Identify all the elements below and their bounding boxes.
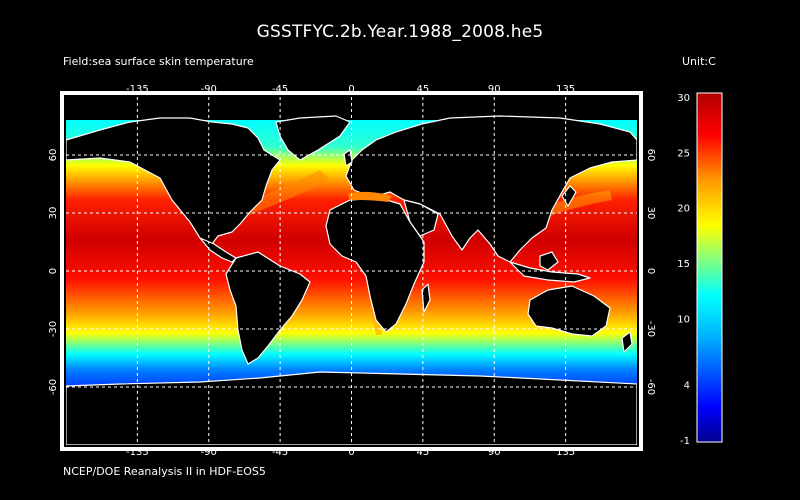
longitude-tick-label: -135 — [126, 84, 149, 95]
kuroshio-current — [540, 190, 612, 218]
colorbar-tick-label: 20 — [677, 204, 690, 215]
latitude-tick-label: -30 — [48, 321, 59, 337]
longitude-tick-label: 135 — [556, 447, 575, 458]
colorbar-labels: 30 25 20 15 10 4 -1 — [677, 93, 690, 447]
longitude-tick-label: -45 — [272, 447, 288, 458]
latitude-tick-label: 60 — [645, 149, 656, 162]
longitude-tick-label: -45 — [272, 84, 288, 95]
longitude-ticks-bottom: -135 -90 -45 0 45 90 135 — [126, 447, 575, 458]
colorbar-tick-label: 10 — [677, 314, 690, 325]
longitude-tick-label: -135 — [126, 447, 149, 458]
colorbar-tick-label: 15 — [677, 259, 690, 270]
longitude-tick-label: 135 — [556, 84, 575, 95]
mediterranean-sea — [348, 191, 392, 202]
latitude-tick-label: -60 — [48, 379, 59, 395]
latitude-tick-label: 30 — [48, 207, 59, 220]
australia-landmass — [527, 285, 611, 337]
longitude-tick-label: -90 — [201, 447, 217, 458]
longitude-tick-label: 90 — [488, 447, 501, 458]
source-label: NCEP/DOE Reanalysis II in HDF-EOS5 — [63, 465, 266, 478]
colorbar-tick-label: 30 — [677, 93, 690, 104]
latitude-ticks-left: 60 30 0 -30 -60 — [48, 149, 59, 396]
new-zealand-landmass — [621, 331, 633, 353]
north-america-landmass — [66, 117, 281, 245]
latitude-tick-label: 0 — [48, 268, 59, 274]
map-title: GSSTFYC.2b.Year.1988_2008.he5 — [256, 22, 544, 42]
latitude-tick-label: 60 — [48, 149, 59, 162]
colorbar-tick-label: -1 — [680, 436, 690, 447]
borneo-landmass — [539, 251, 559, 271]
longitude-tick-label: 90 — [488, 84, 501, 95]
latitude-tick-label: 30 — [645, 207, 656, 220]
unit-label: Unit:C — [682, 55, 716, 68]
africa-landmass — [325, 197, 425, 333]
field-label: Field:sea surface skin temperature — [63, 55, 254, 68]
british-isles-landmass — [343, 149, 353, 167]
latitude-tick-label: -60 — [645, 379, 656, 395]
latitude-tick-label: -30 — [645, 321, 656, 337]
longitude-tick-label: 0 — [348, 84, 354, 95]
south-america-landmass — [225, 251, 311, 365]
colorbar — [696, 92, 723, 443]
latitude-ticks-right: 60 30 0 -30 -60 — [645, 149, 656, 396]
graticule — [66, 97, 637, 445]
longitude-tick-label: 45 — [417, 84, 430, 95]
map-frame — [60, 91, 643, 451]
greenland-landmass — [275, 115, 351, 161]
longitude-ticks-top: -135 -90 -45 0 45 90 135 — [126, 84, 575, 95]
colorbar-tick-label: 25 — [677, 148, 690, 159]
longitude-tick-label: 0 — [348, 447, 354, 458]
madagascar-landmass — [421, 283, 431, 313]
antarctica-landmass — [66, 371, 637, 445]
colorbar-tick-label: 4 — [684, 381, 690, 392]
latitude-tick-label: 0 — [645, 268, 656, 274]
longitude-tick-label: 45 — [417, 447, 430, 458]
indonesia-landmass — [509, 261, 591, 283]
longitude-tick-label: -90 — [201, 84, 217, 95]
